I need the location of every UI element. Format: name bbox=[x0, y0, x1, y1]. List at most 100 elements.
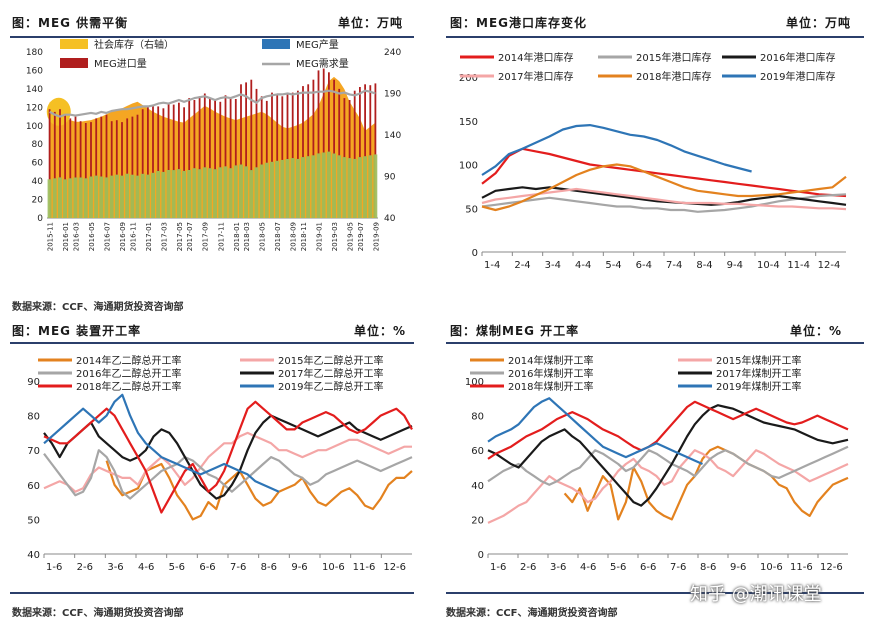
p3-series-line bbox=[105, 460, 413, 521]
p1-import-bar bbox=[255, 88, 258, 168]
p3-xtick-label: 1-6 bbox=[46, 562, 62, 573]
p1-import-bar bbox=[250, 79, 253, 171]
p4-xtick-label: 9-6 bbox=[730, 562, 746, 573]
p2-legend-label: 2014年港口库存 bbox=[498, 51, 573, 64]
p1-production-bar bbox=[321, 152, 326, 218]
p4-legend-label: 2016年煤制开工率 bbox=[508, 367, 593, 380]
p1-xtick-label: 2017-01 bbox=[145, 222, 153, 251]
p1-ytick-label: 60 bbox=[32, 159, 44, 169]
p2-legend-label: 2016年港口库存 bbox=[760, 51, 835, 64]
p4-xtick-label: 10-6 bbox=[760, 562, 783, 573]
p1-import-bar bbox=[209, 98, 211, 169]
p4-ytick-label: 40 bbox=[471, 481, 484, 492]
p1-import-bar bbox=[348, 100, 351, 159]
p2-ytick-label: 100 bbox=[459, 161, 478, 172]
p3-legend-label: 2016年乙二醇总开工率 bbox=[76, 367, 181, 380]
p1-production-bar bbox=[58, 177, 62, 218]
p1-legend-label: MEG产量 bbox=[296, 38, 339, 51]
p2-ytick-label: 50 bbox=[465, 204, 478, 215]
p4-xtick-label: 8-6 bbox=[700, 562, 716, 573]
p1-production-bar bbox=[373, 154, 378, 218]
p1-import-bar bbox=[121, 122, 123, 176]
p3-series-line bbox=[43, 400, 413, 514]
p2-xtick-label: 9-4 bbox=[727, 260, 743, 271]
p1-import-bar bbox=[276, 95, 279, 161]
p2-xtick-label: 12-4 bbox=[818, 260, 841, 271]
p1-import-bar bbox=[271, 92, 273, 162]
panel3-unit: 单位：% bbox=[354, 324, 407, 338]
p1-import-bar bbox=[297, 90, 299, 159]
p3-xtick-label: 11-6 bbox=[353, 562, 376, 573]
p3-series-line bbox=[43, 393, 280, 493]
p1-xtick-label: 2016-07 bbox=[103, 222, 111, 251]
p1-production-bar bbox=[342, 157, 347, 218]
p1-xtick-label: 2019-07 bbox=[357, 222, 365, 251]
p1-import-bar bbox=[307, 84, 310, 157]
p1-production-bar bbox=[239, 164, 243, 218]
p1-import-bar bbox=[110, 121, 113, 176]
p1-production-bar bbox=[311, 155, 316, 218]
p1-production-bar bbox=[332, 153, 336, 218]
p2-xtick-label: 6-4 bbox=[636, 260, 652, 271]
p1-legend-swatch bbox=[262, 39, 290, 49]
p4-series-line bbox=[487, 404, 849, 507]
p1-legend-label: MEG需求量 bbox=[296, 58, 349, 70]
p1-y2tick-label: 40 bbox=[384, 214, 396, 224]
p2-xtick-label: 1-4 bbox=[484, 260, 500, 271]
p1-xtick-label: 2019-03 bbox=[331, 222, 339, 251]
p1-import-bar bbox=[74, 116, 77, 178]
p1-production-bar bbox=[89, 176, 93, 218]
p1-y2tick-label: 140 bbox=[384, 131, 401, 141]
p3-xtick-label: 5-6 bbox=[169, 562, 185, 573]
p4-xtick-label: 4-6 bbox=[580, 562, 596, 573]
p1-production-bar bbox=[357, 157, 362, 218]
p1-xtick-label: 2017-07 bbox=[186, 222, 194, 251]
p1-import-bar bbox=[131, 116, 134, 175]
p1-xtick-label: 2016-11 bbox=[129, 222, 137, 251]
p2-series-line bbox=[481, 187, 847, 211]
panel3-rule bbox=[10, 342, 414, 344]
p1-xtick-label: 2017-11 bbox=[217, 222, 225, 251]
p1-production-bar bbox=[213, 169, 217, 218]
p1-production-bar bbox=[223, 166, 228, 218]
p4-legend-label: 2014年煤制开工率 bbox=[508, 354, 593, 367]
p1-production-bar bbox=[280, 159, 285, 218]
p1-import-bar bbox=[48, 109, 51, 180]
p4-xtick-label: 2-6 bbox=[520, 562, 536, 573]
p1-ytick-label: 40 bbox=[32, 177, 44, 187]
p1-import-bar bbox=[359, 87, 361, 158]
p2-xtick-label: 2-4 bbox=[514, 260, 530, 271]
panel3-title: 图：MEG 装置开工率 bbox=[12, 324, 142, 338]
p1-import-bar bbox=[364, 84, 366, 157]
p2-xtick-label: 5-4 bbox=[605, 260, 621, 271]
p2-xtick-label: 11-4 bbox=[787, 260, 810, 271]
p1-import-bar bbox=[53, 111, 56, 179]
p4-xtick-label: 7-6 bbox=[670, 562, 686, 573]
p2-ytick-label: 0 bbox=[472, 248, 478, 259]
p1-import-bar bbox=[343, 98, 346, 158]
p1-ytick-label: 100 bbox=[26, 122, 43, 132]
p1-ytick-label: 180 bbox=[26, 48, 43, 58]
p4-xtick-label: 3-6 bbox=[550, 562, 566, 573]
p1-xtick-label: 2018-01 bbox=[233, 222, 241, 251]
p1-import-bar bbox=[152, 105, 154, 173]
p1-production-bar bbox=[218, 167, 223, 218]
p4-legend-label: 2015年煤制开工率 bbox=[716, 354, 801, 367]
p4-xtick-label: 1-6 bbox=[490, 562, 506, 573]
p1-production-bar bbox=[83, 178, 88, 218]
p1-y2tick-label: 240 bbox=[384, 48, 401, 58]
p1-production-bar bbox=[254, 167, 259, 218]
panel1-title: 图：MEG 供需平衡 bbox=[12, 16, 129, 30]
p1-production-bar bbox=[120, 175, 124, 218]
p3-legend-label: 2018年乙二醇总开工率 bbox=[76, 380, 181, 393]
p1-import-bar bbox=[328, 72, 330, 152]
p1-xtick-label: 2016-03 bbox=[72, 222, 80, 251]
p4-series-line bbox=[487, 397, 703, 466]
p4-ytick-label: 80 bbox=[471, 412, 484, 423]
p1-production-bar bbox=[161, 171, 166, 218]
p1-import-bar bbox=[115, 120, 118, 175]
p3-xtick-label: 8-6 bbox=[261, 562, 277, 573]
p1-import-bar bbox=[141, 109, 144, 174]
p1-production-bar bbox=[78, 177, 83, 218]
